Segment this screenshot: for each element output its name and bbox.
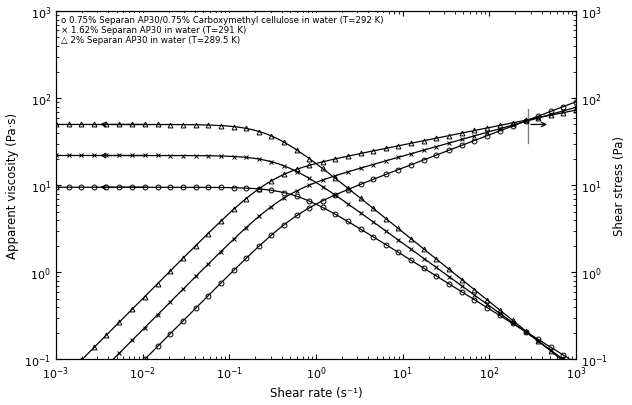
Text: o 0.75% Separan AP30/0.75% Carboxymethyl cellulose in water (T=292 K)
× 1.62% Se: o 0.75% Separan AP30/0.75% Carboxymethyl…: [61, 16, 384, 45]
Y-axis label: Shear stress (Pa): Shear stress (Pa): [614, 136, 626, 236]
X-axis label: Shear rate (s⁻¹): Shear rate (s⁻¹): [270, 386, 362, 399]
Y-axis label: Apparent viscosity (Pa·s): Apparent viscosity (Pa·s): [6, 113, 18, 259]
